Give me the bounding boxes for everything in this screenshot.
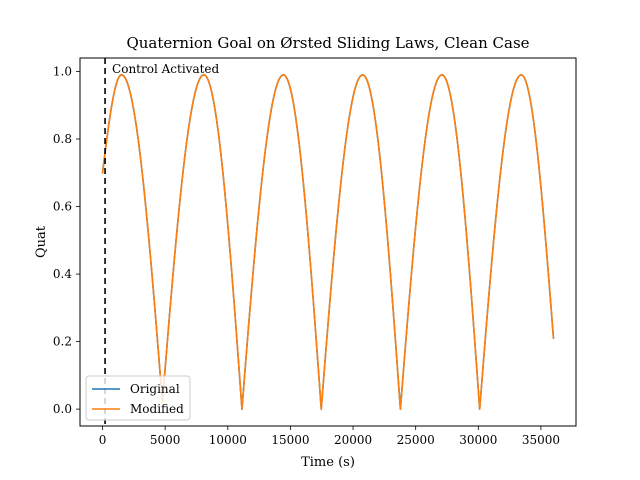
legend: Original Modified [85, 375, 191, 421]
data-point-modified [203, 74, 205, 76]
chart-title: Quaternion Goal on Ørsted Sliding Laws, … [126, 34, 529, 52]
x-axis: 0 5000 10000 15000 20000 25000 30000 35000 [99, 426, 560, 447]
legend-label-modified: Modified [130, 402, 184, 416]
plot-frame [79, 57, 577, 427]
x-tick-label: 10000 [209, 433, 247, 447]
data-point-modified [520, 74, 523, 76]
data-point-modified [441, 74, 443, 76]
data-point-modified [361, 74, 364, 76]
data-point-modified [478, 408, 481, 410]
y-axis: 0.0 0.2 0.4 0.6 0.8 1.0 [53, 65, 80, 416]
y-axis-label: Quat [34, 225, 49, 258]
legend-label-original: Original [130, 382, 180, 396]
control-activated-annotation: Control Activated [112, 62, 219, 76]
x-tick-label: 5000 [150, 433, 181, 447]
data-point-modified [320, 408, 323, 410]
y-tick-label: 0.6 [53, 200, 72, 214]
y-tick-label: 0.8 [53, 132, 72, 146]
y-tick-label: 0.0 [53, 402, 72, 416]
data-point-modified [552, 337, 555, 340]
data-point-modified [120, 74, 123, 76]
data-point-modified [282, 74, 285, 76]
x-tick-label: 0 [99, 433, 107, 447]
x-tick-label: 15000 [271, 433, 309, 447]
x-tick-label: 25000 [397, 433, 435, 447]
x-tick-label: 20000 [334, 433, 372, 447]
data-point-modified [399, 408, 402, 410]
y-tick-label: 0.4 [53, 267, 72, 281]
y-tick-label: 0.2 [53, 335, 72, 349]
x-axis-label: Time (s) [301, 455, 355, 470]
data-point-modified [241, 408, 243, 410]
x-tick-label: 30000 [459, 433, 497, 447]
data-point-modified [101, 171, 104, 174]
x-tick-label: 35000 [522, 433, 560, 447]
y-tick-label: 1.0 [53, 65, 72, 79]
